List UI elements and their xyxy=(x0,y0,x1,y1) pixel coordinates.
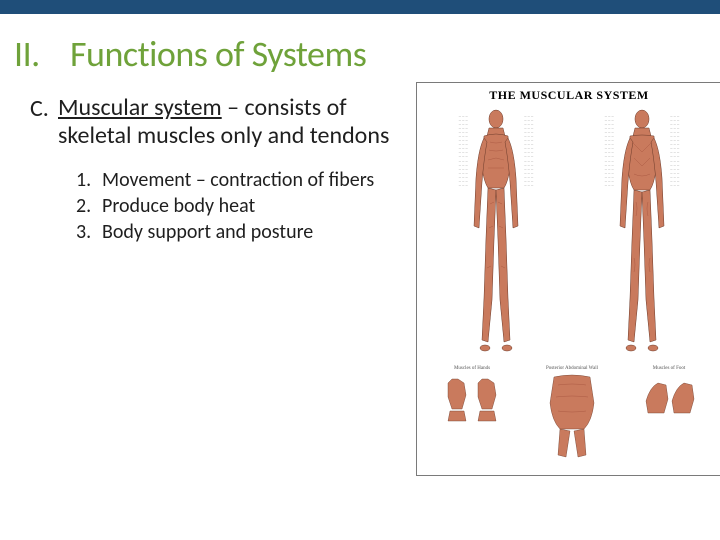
muscular-system-chart: THE MUSCULAR SYSTEM — — —— — —— — —— — —… xyxy=(416,82,720,476)
hands-detail: Muscles of Hands xyxy=(442,366,502,430)
chart-figures: — — —— — —— — —— — —— — —— — —— — —— — —… xyxy=(417,106,720,362)
hands-caption: Muscles of Hands xyxy=(442,366,502,371)
posterior-labels-right: — — —— — —— — —— — —— — —— — —— — —— — —… xyxy=(670,114,698,187)
list-item-text: Movement – contraction of fibers xyxy=(102,167,374,193)
slide-body: C. Muscular system – consists of skeleta… xyxy=(0,88,720,246)
hands-icon xyxy=(442,373,502,425)
list-item: 1. Movement – contraction of fibers xyxy=(76,167,424,193)
sub-list: 1. Movement – contraction of fibers 2. P… xyxy=(24,167,424,246)
list-item: 2. Produce body heat xyxy=(76,193,424,219)
slide-content: II. Functions of Systems C. Muscular sys… xyxy=(0,14,720,540)
chart-title: THE MUSCULAR SYSTEM xyxy=(417,83,720,106)
list-item-text: Produce body heat xyxy=(102,193,255,219)
torso-icon xyxy=(536,373,608,461)
anterior-body-icon xyxy=(472,108,520,356)
anterior-labels-right: — — —— — —— — —— — —— — —— — —— — —— — —… xyxy=(524,114,552,187)
bullet-c: C. Muscular system – consists of skeleta… xyxy=(24,94,414,151)
bullet-c-text: Muscular system – consists of skeletal m… xyxy=(58,94,414,151)
list-item-number: 3. xyxy=(76,219,102,245)
foot-icon xyxy=(642,373,696,419)
list-item-text: Body support and posture xyxy=(102,219,313,245)
heading-number: II. xyxy=(14,32,52,76)
anterior-labels-left: — — —— — —— — —— — —— — —— — —— — —— — —… xyxy=(440,114,468,187)
posterior-body-icon xyxy=(618,108,666,356)
figure-anterior: — — —— — —— — —— — —— — —— — —— — —— — —… xyxy=(442,108,550,356)
list-item-number: 1. xyxy=(76,167,102,193)
foot-caption: Muscles of Foot xyxy=(642,366,696,371)
figure-posterior: — — —— — —— — —— — —— — —— — —— — —— — —… xyxy=(588,108,696,356)
bullet-c-letter: C. xyxy=(24,94,58,123)
foot-detail: Muscles of Foot xyxy=(642,366,696,424)
list-item-number: 2. xyxy=(76,193,102,219)
list-item: 3. Body support and posture xyxy=(76,219,424,245)
chart-lower-details: Muscles of Hands Posterior Abdominal Wal… xyxy=(417,362,720,472)
bullet-c-underlined: Muscular system xyxy=(58,93,222,122)
slide-heading: II. Functions of Systems xyxy=(0,14,720,88)
torso-detail: Posterior Abdominal Wall xyxy=(536,366,608,466)
posterior-labels-left: — — —— — —— — —— — —— — —— — —— — —— — —… xyxy=(586,114,614,187)
heading-text: Functions of Systems xyxy=(70,32,366,76)
torso-caption: Posterior Abdominal Wall xyxy=(536,366,608,371)
